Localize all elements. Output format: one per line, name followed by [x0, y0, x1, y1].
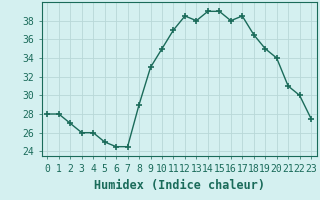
X-axis label: Humidex (Indice chaleur): Humidex (Indice chaleur): [94, 179, 265, 192]
